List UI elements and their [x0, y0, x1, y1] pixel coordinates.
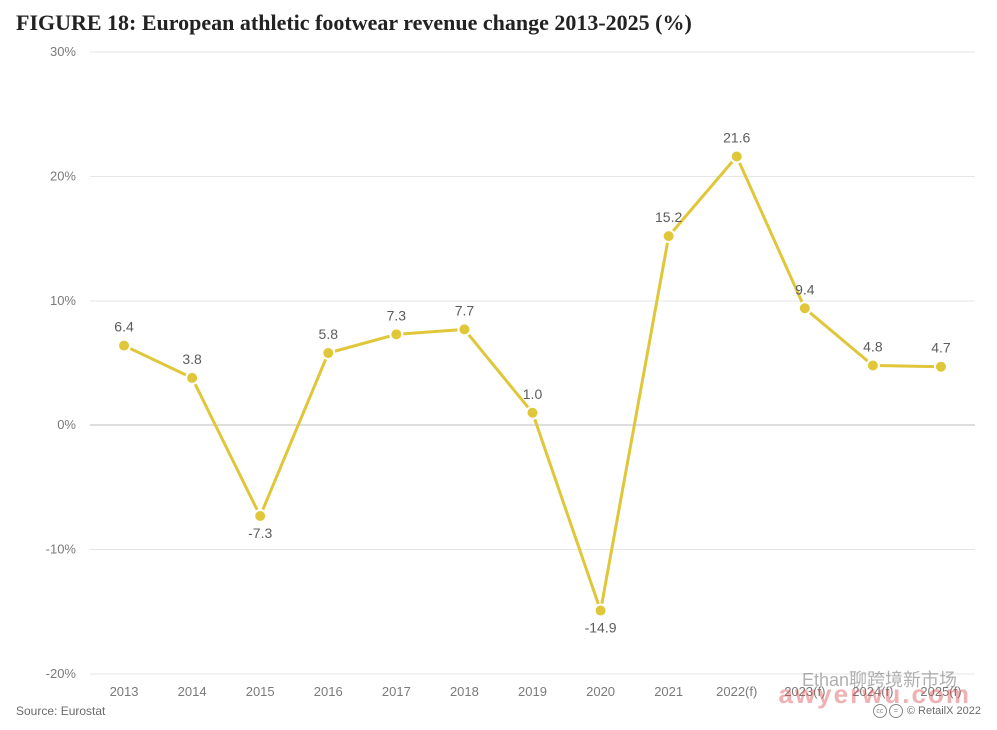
x-tick-label: 2022(f)	[716, 684, 757, 699]
x-tick-label: 2021	[654, 684, 683, 699]
y-tick-label: 20%	[50, 168, 76, 183]
data-label: 15.2	[655, 209, 682, 225]
line-chart: -20% -10% 0% 10% 20% 30% 2013 2014 2015 2016 2017…	[0, 0, 997, 730]
data-marker	[118, 340, 130, 352]
y-tick-label: 30%	[50, 44, 76, 59]
data-label: 9.4	[795, 281, 815, 297]
source-value: Eurostat	[61, 704, 106, 718]
data-label: 3.8	[182, 351, 202, 367]
chart-copyright: cc = © RetailX 2022	[873, 704, 981, 718]
data-marker	[595, 605, 607, 617]
data-label: 7.7	[455, 302, 475, 318]
data-label: -7.3	[248, 525, 272, 541]
data-label: 4.7	[931, 340, 951, 356]
x-tick-label: 2013	[110, 684, 139, 699]
data-marker	[458, 323, 470, 335]
data-label: 5.8	[319, 326, 339, 342]
source-prefix: Source:	[16, 704, 61, 718]
data-line	[124, 157, 941, 611]
x-tick-label: 2018	[450, 684, 479, 699]
data-label: 1.0	[523, 386, 543, 402]
copyright-text: © RetailX 2022	[907, 705, 981, 717]
data-marker	[390, 328, 402, 340]
data-label: 4.8	[863, 338, 883, 354]
data-marker	[799, 302, 811, 314]
data-marker	[935, 361, 947, 373]
x-tick-label: 2017	[382, 684, 411, 699]
data-marker	[254, 510, 266, 522]
y-tick-label: 0%	[57, 417, 76, 432]
data-marker	[867, 359, 879, 371]
x-tick-label: 2024(f)	[852, 684, 893, 699]
data-marker	[527, 407, 539, 419]
data-marker	[322, 347, 334, 359]
data-marker	[186, 372, 198, 384]
x-tick-label: 2016	[314, 684, 343, 699]
data-label: 21.6	[723, 129, 750, 145]
data-label: 7.3	[387, 307, 407, 323]
data-label: -14.9	[585, 620, 617, 636]
y-tick-label: -20%	[46, 666, 77, 681]
data-marker	[663, 230, 675, 242]
cc-icon: cc =	[873, 704, 903, 718]
x-tick-label: 2025(f)	[920, 684, 961, 699]
x-tick-label: 2015	[246, 684, 275, 699]
y-tick-label: -10%	[46, 542, 77, 557]
data-label: 6.4	[114, 319, 134, 335]
chart-source: Source: Eurostat	[16, 704, 105, 718]
y-tick-label: 10%	[50, 293, 76, 308]
x-tick-label: 2023(f)	[784, 684, 825, 699]
data-marker	[731, 150, 743, 162]
x-tick-label: 2020	[586, 684, 615, 699]
x-tick-label: 2019	[518, 684, 547, 699]
x-tick-label: 2014	[178, 684, 207, 699]
